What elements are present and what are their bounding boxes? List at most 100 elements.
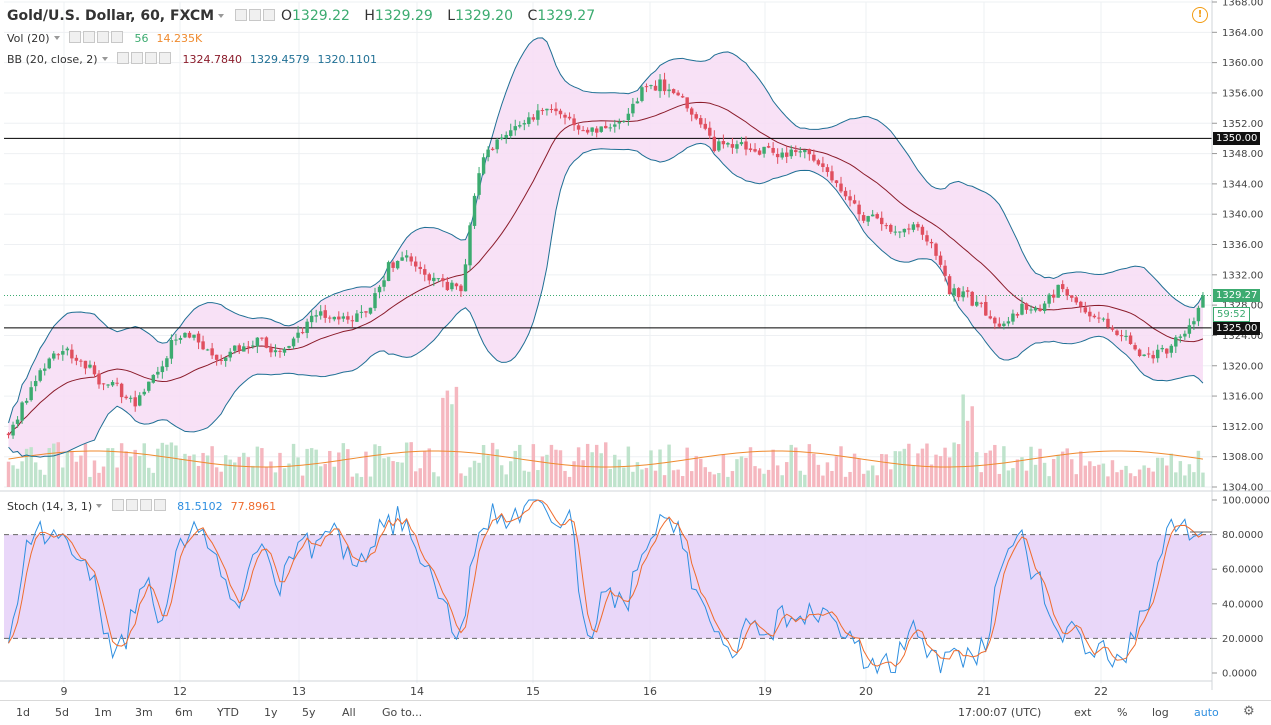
candle-body <box>6 433 11 436</box>
volume-bar <box>1042 462 1047 487</box>
volume-bar <box>784 462 789 487</box>
volume-bar <box>115 467 119 487</box>
volume-bar <box>278 452 282 487</box>
candle-body <box>368 307 373 314</box>
alert-icon[interactable]: ! <box>1192 7 1208 23</box>
volume-bar <box>1169 453 1174 487</box>
volume-bar <box>1133 476 1137 487</box>
candle-body <box>689 108 694 115</box>
price-tick-label: 1336.00 <box>1222 240 1263 251</box>
candle-body <box>504 134 508 139</box>
close-icon[interactable] <box>262 9 275 21</box>
candle-body <box>753 149 757 152</box>
candle-body <box>1074 297 1078 303</box>
chevron-down-icon[interactable] <box>218 14 225 18</box>
add-icon[interactable] <box>97 31 110 43</box>
bb-lower-value: 1320.1101 <box>317 53 378 66</box>
volume-bar <box>717 473 721 487</box>
eye-icon[interactable] <box>69 31 82 43</box>
range-5y[interactable]: 5y <box>302 706 316 719</box>
chevron-down-icon[interactable] <box>53 36 60 40</box>
candle-body <box>613 124 617 127</box>
range-1y[interactable]: 1y <box>264 706 278 719</box>
range-ytd[interactable]: YTD <box>217 706 239 719</box>
close-icon[interactable] <box>153 499 166 511</box>
volume-bar <box>88 476 92 487</box>
range-1d[interactable]: 1d <box>16 706 30 719</box>
eye-icon[interactable] <box>234 9 247 21</box>
volume-bar <box>147 467 151 487</box>
volume-bar <box>47 448 51 487</box>
time-tick-label: 9 <box>61 685 68 698</box>
candle-body <box>870 214 875 217</box>
candle-body <box>572 118 576 126</box>
candle-body <box>278 350 282 352</box>
vol-value: 56 <box>134 32 149 45</box>
candle-body <box>1051 294 1056 298</box>
close-icon[interactable] <box>159 52 171 64</box>
volume-bar <box>495 449 499 487</box>
volume-bar <box>192 454 196 487</box>
volume-bar <box>106 448 110 487</box>
gear-icon[interactable] <box>125 499 138 511</box>
range-5d[interactable]: 5d <box>55 706 69 719</box>
chevron-down-icon[interactable] <box>101 57 108 61</box>
eye-icon[interactable] <box>111 499 124 511</box>
add-icon[interactable] <box>145 52 157 64</box>
candle-body <box>1092 315 1097 318</box>
close-icon[interactable] <box>111 31 124 43</box>
auto-toggle[interactable]: auto <box>1194 706 1219 719</box>
volume-bar <box>42 474 47 487</box>
vol-label[interactable]: Vol (20) <box>7 32 50 45</box>
volume-bar <box>101 466 106 487</box>
stoch-band <box>4 534 1212 639</box>
candle-body <box>1060 284 1065 290</box>
candle-body <box>993 317 997 324</box>
candle-body <box>481 157 486 174</box>
range-all[interactable]: All <box>342 706 356 719</box>
volume-bar <box>884 454 888 487</box>
settings-icon[interactable]: ⚙ <box>1243 704 1255 719</box>
gear-icon[interactable] <box>131 52 143 64</box>
bb-label[interactable]: BB (20, close, 2) <box>7 53 98 66</box>
volume-bar <box>178 458 183 487</box>
candle-body <box>594 128 599 133</box>
volume-bar <box>730 471 735 487</box>
price-tick-label: 1356.00 <box>1222 88 1263 99</box>
candle-body <box>1002 323 1006 326</box>
volume-bar <box>187 455 192 487</box>
bb-upper-line <box>8 37 1204 424</box>
goto-button[interactable]: Go to... <box>382 706 423 719</box>
volume-bar <box>33 462 38 487</box>
time-tick-label: 12 <box>173 685 187 698</box>
percent-toggle[interactable]: % <box>1117 706 1128 719</box>
legend-main: Gold/U.S. Dollar, 60, FXCM O1329.22 H132… <box>7 9 595 23</box>
candle-body <box>984 301 988 316</box>
eye-icon[interactable] <box>117 52 129 64</box>
candle-body <box>1183 333 1187 337</box>
price-axis: 1368.00 1364.00 1360.00 1356.00 1352.00 1348.… <box>1212 0 1263 494</box>
candle-body <box>975 301 979 306</box>
candle-body <box>413 261 418 267</box>
volume-bar <box>450 404 454 487</box>
bb-upper-value: 1329.4579 <box>250 53 310 66</box>
volume-bar <box>350 476 355 487</box>
candle-body <box>364 311 368 313</box>
symbol-title[interactable]: Gold/U.S. Dollar, 60, FXCM <box>7 8 215 24</box>
range-6m[interactable]: 6m <box>175 706 193 719</box>
gear-icon[interactable] <box>248 9 261 21</box>
candle-body <box>916 224 920 228</box>
ext-toggle[interactable]: ext <box>1074 706 1092 719</box>
volume-bar <box>300 475 305 487</box>
log-toggle[interactable]: log <box>1152 706 1169 719</box>
volume-bar <box>708 471 712 487</box>
chevron-down-icon[interactable] <box>96 504 103 508</box>
volume-bar <box>423 451 427 487</box>
add-icon[interactable] <box>139 499 152 511</box>
gear-icon[interactable] <box>83 31 96 43</box>
range-1m[interactable]: 1m <box>94 706 112 719</box>
range-3m[interactable]: 3m <box>135 706 153 719</box>
stoch-label[interactable]: Stoch (14, 3, 1) <box>7 500 93 513</box>
volume-bar <box>468 467 472 487</box>
